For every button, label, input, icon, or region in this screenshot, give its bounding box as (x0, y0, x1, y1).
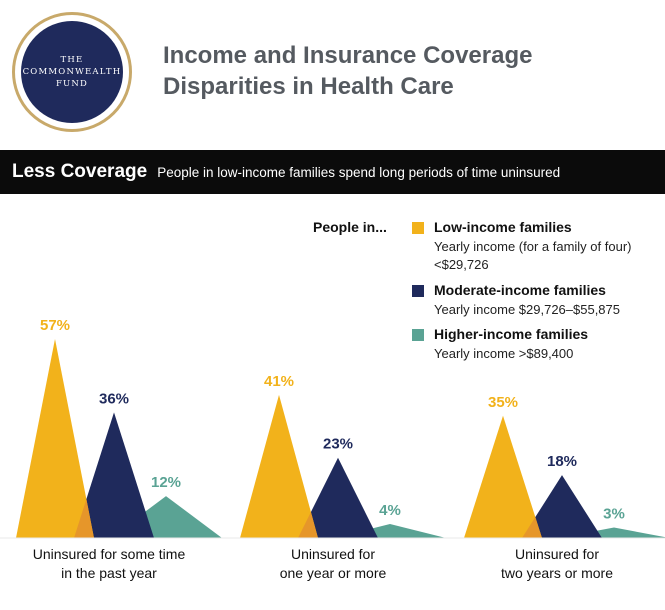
legend-swatch (412, 222, 424, 234)
title-line: Disparities in Health Care (163, 73, 454, 100)
legend-desc: Yearly income $29,726–$55,875 (434, 302, 620, 317)
category-label-line: Uninsured for (290, 546, 376, 562)
value-label-low-income-past-year: 57% (40, 317, 70, 334)
overlap-past-year (74, 499, 94, 538)
logo-line: COMMONWEALTH (22, 67, 122, 77)
value-label-low-income-two-years: 35% (488, 394, 518, 411)
page-title: Income and Insurance Coverage Disparitie… (163, 40, 583, 102)
logo-text: THE COMMONWEALTH FUND (22, 54, 122, 90)
banner-subtitle: People in low-income families spend long… (157, 164, 561, 180)
category-label-line: Uninsured for (514, 546, 600, 562)
triangle-moderate-income-one-year (298, 457, 378, 538)
legend-desc: Yearly income >$89,400 (434, 346, 574, 361)
logo-line: THE (60, 55, 84, 65)
legend-name: Low-income families (434, 219, 572, 235)
overlap-one-year (298, 512, 318, 538)
section-banner: Less Coverage People in low-income famil… (0, 150, 665, 194)
category-label: Uninsured for two years or more (467, 545, 647, 583)
logo-seal: THE COMMONWEALTH FUND (21, 21, 123, 123)
legend-swatch (412, 285, 424, 297)
value-label-moderate-income-past-year: 36% (99, 390, 129, 407)
category-label-line: two years or more (500, 565, 614, 581)
legend-swatch (412, 329, 424, 341)
overlap-two-years (522, 517, 542, 538)
triangle-low-income-one-year (240, 394, 318, 538)
value-label-higher-income-past-year: 12% (151, 474, 181, 491)
category-label: Uninsured for one year or more (243, 545, 423, 583)
value-label-moderate-income-two-years: 18% (547, 453, 577, 470)
commonwealth-fund-logo: THE COMMONWEALTH FUND (12, 12, 132, 132)
value-label-higher-income-one-year: 4% (379, 502, 401, 519)
logo-line: FUND (55, 79, 89, 89)
chart-svg: 57% 36% 12% 41% 23% 4% 35% 18% 3% (0, 317, 665, 539)
legend-name: Higher-income families (434, 326, 589, 342)
category-label: Uninsured for some time in the past year (19, 545, 199, 583)
triangle-low-income-two-years (464, 415, 542, 538)
category-label-line: Uninsured for some time (32, 546, 186, 562)
legend-name: Moderate-income families (434, 282, 606, 298)
legend-desc: Yearly income (for a family of four) <$2… (434, 239, 632, 272)
triangle-low-income-past-year (16, 339, 94, 538)
triangle-moderate-income-two-years (522, 475, 602, 538)
category-label-line: one year or more (279, 565, 387, 581)
value-label-moderate-income-one-year: 23% (323, 436, 353, 453)
banner-title: Less Coverage (12, 161, 148, 182)
legend-prefix: People in... (313, 219, 387, 235)
category-label-line: in the past year (61, 565, 157, 581)
title-line: Income and Insurance Coverage (163, 42, 533, 69)
triangle-moderate-income-past-year (74, 412, 154, 538)
value-label-low-income-one-year: 41% (264, 373, 294, 390)
value-label-higher-income-two-years: 3% (603, 506, 625, 523)
